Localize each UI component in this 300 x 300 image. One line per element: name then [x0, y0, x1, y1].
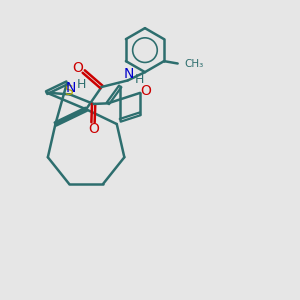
Text: H: H [76, 78, 86, 92]
Text: O: O [88, 122, 99, 136]
Text: S: S [64, 84, 73, 98]
Text: N: N [66, 81, 76, 95]
Text: H: H [135, 74, 144, 86]
Text: O: O [72, 61, 83, 75]
Text: O: O [141, 84, 152, 98]
Text: CH₃: CH₃ [184, 59, 203, 69]
Text: N: N [124, 67, 134, 81]
